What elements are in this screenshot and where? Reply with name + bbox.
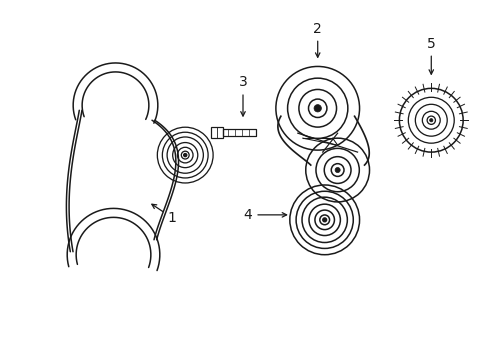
Text: 2: 2 — [313, 22, 322, 57]
Text: 5: 5 — [426, 36, 435, 74]
Circle shape — [313, 105, 321, 112]
Circle shape — [429, 118, 432, 122]
Circle shape — [334, 167, 340, 172]
Bar — [223, 129, 256, 136]
Text: 3: 3 — [238, 75, 247, 116]
Text: 1: 1 — [152, 204, 176, 225]
Text: 4: 4 — [243, 208, 286, 222]
Circle shape — [322, 218, 326, 222]
Bar — [210, 127, 223, 138]
Circle shape — [183, 154, 186, 157]
